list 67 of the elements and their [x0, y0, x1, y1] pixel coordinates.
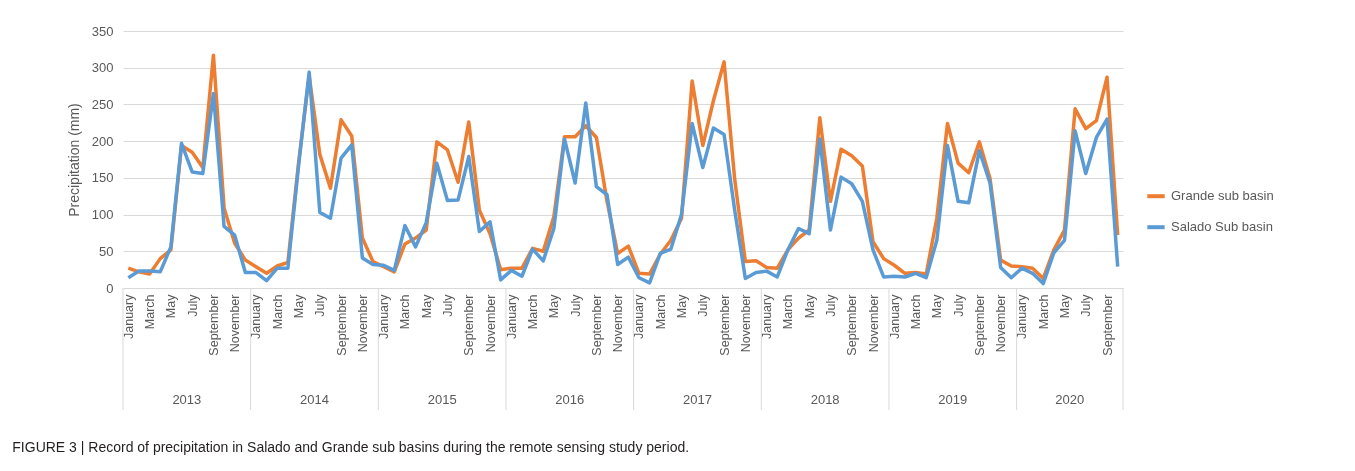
- y-tick-label: 350: [91, 23, 114, 39]
- x-tick-label: March: [143, 294, 158, 330]
- x-tick-label: November: [355, 294, 370, 353]
- x-tick-label: September: [845, 294, 860, 356]
- x-tick-label: March: [398, 294, 413, 330]
- x-tick-label: July: [823, 293, 838, 317]
- x-tick-label: January: [377, 293, 392, 339]
- y-axis-title: Precipitation (mm): [65, 103, 82, 217]
- x-tick-label: September: [206, 294, 221, 356]
- x-tick-label: May: [292, 293, 307, 319]
- x-tick-label: January: [760, 293, 775, 339]
- text: 2018: [810, 392, 840, 407]
- x-tick-label: September: [462, 294, 477, 356]
- y-tick-label: 0: [106, 280, 114, 296]
- text: 2020: [1055, 392, 1085, 407]
- y-tick-label: 100: [91, 207, 114, 223]
- x-tick-label: November: [866, 294, 881, 353]
- legend-label: Grande sub basin: [1171, 188, 1274, 204]
- y-tick-label: 150: [91, 170, 114, 186]
- x-tick-label: March: [781, 294, 796, 330]
- x-tick-label: May: [419, 293, 434, 319]
- x-tick-label: July: [1079, 293, 1094, 317]
- x-tick-label: November: [483, 294, 498, 353]
- x-tick-label: September: [972, 294, 987, 356]
- x-tick-label: November: [228, 294, 243, 353]
- x-tick-label: July: [951, 293, 966, 317]
- x-tick-label: September: [717, 294, 732, 356]
- x-tick-label: May: [930, 293, 945, 319]
- x-tick-label: September: [1100, 294, 1115, 356]
- x-tick-label: January: [249, 293, 264, 339]
- y-tick-label: 250: [91, 96, 114, 112]
- x-tick-label: January: [1015, 293, 1030, 339]
- x-tick-label: January: [504, 293, 519, 339]
- y-tick-label: 300: [91, 60, 114, 76]
- text: 2016: [555, 392, 585, 407]
- x-tick-label: March: [909, 294, 924, 330]
- x-tick-label: September: [589, 294, 604, 356]
- x-tick-label: March: [1036, 294, 1051, 330]
- x-tick-label: July: [185, 293, 200, 317]
- x-tick-label: September: [334, 294, 349, 356]
- text: 2015: [427, 392, 457, 407]
- x-tick-label: July: [568, 293, 583, 317]
- x-tick-label: November: [611, 294, 626, 353]
- x-tick-label: November: [994, 294, 1009, 353]
- y-tick-label: 50: [99, 243, 114, 259]
- x-tick-label: January: [121, 293, 136, 339]
- x-tick-label: May: [675, 293, 690, 319]
- text: FIGURE 3 | Record of precipitation in Salado and Grande sub basins during the remote sensing study period.: [12, 438, 690, 455]
- x-tick-label: July: [440, 293, 455, 317]
- x-tick-label: March: [526, 294, 541, 330]
- legend-label: Salado Sub basin: [1171, 219, 1273, 235]
- text: 2017: [683, 392, 712, 407]
- x-tick-label: July: [313, 293, 328, 317]
- x-tick-label: May: [164, 293, 179, 319]
- text: 2019: [938, 392, 968, 407]
- x-tick-label: January: [887, 293, 902, 339]
- x-tick-label: March: [270, 294, 285, 330]
- x-tick-label: May: [1057, 293, 1072, 319]
- x-tick-label: March: [653, 294, 668, 330]
- text: 2013: [172, 392, 202, 407]
- x-tick-label: January: [632, 293, 647, 339]
- text: 2014: [300, 392, 329, 407]
- x-tick-label: November: [738, 294, 753, 353]
- y-tick-label: 200: [91, 133, 114, 149]
- x-tick-label: May: [547, 293, 562, 319]
- x-tick-label: July: [696, 293, 711, 317]
- x-tick-label: May: [802, 293, 817, 319]
